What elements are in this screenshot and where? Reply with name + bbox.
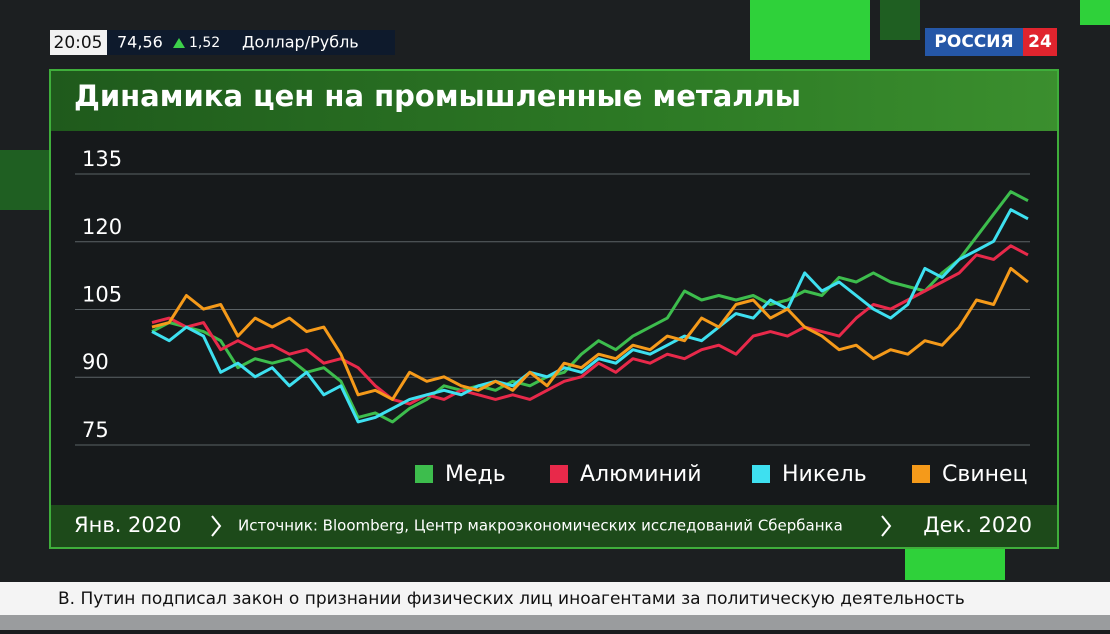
rate-box — [107, 30, 395, 55]
plot: 75 90 105 120 135 Медь Алюминий Никель Свинец — [75, 147, 1030, 487]
legend-swatch — [415, 465, 433, 483]
rate: 74,56 — [117, 33, 163, 52]
logo-name: РОССИЯ — [934, 32, 1013, 52]
y-tick-label: 75 — [82, 418, 109, 442]
decor — [750, 0, 870, 60]
ticker-base — [0, 615, 1110, 630]
logo-number-box — [1023, 28, 1057, 56]
series-line — [151, 190, 1029, 424]
ticker-bar — [0, 582, 1110, 615]
legend-label: Никель — [782, 462, 867, 487]
legend-swatch — [550, 465, 568, 483]
arrow-icon — [881, 515, 892, 537]
legend-label: Свинец — [942, 462, 1028, 487]
arrow-icon — [211, 515, 222, 537]
y-tick-label: 105 — [82, 283, 122, 307]
series-line — [151, 208, 1029, 424]
y-tick-label: 120 — [82, 215, 122, 239]
currency-pair: Доллар/Рубль — [242, 33, 359, 52]
footer-source: Источник: Bloomberg, Центр макроэкономич… — [238, 517, 843, 535]
legend-label: Алюминий — [580, 462, 702, 487]
clock: 20:05 — [54, 33, 103, 53]
decor — [0, 150, 50, 210]
decor — [880, 0, 920, 40]
ticker-text: В. Путин подписал закон о признании физи… — [58, 589, 965, 609]
clock-box — [50, 30, 107, 55]
series-line — [151, 266, 1029, 401]
legend-label: Медь — [445, 462, 506, 487]
legend-swatch — [752, 465, 770, 483]
up-icon — [173, 38, 185, 48]
y-tick-label: 90 — [82, 350, 109, 374]
chart-title: Динамика цен на промышленные металлы — [74, 79, 801, 113]
y-tick-label: 135 — [82, 147, 122, 171]
title-band — [51, 71, 1057, 131]
series-line — [151, 244, 1029, 406]
footer-end: Дек. 2020 — [923, 513, 1032, 537]
logo-name-box — [925, 28, 1023, 56]
footer-start: Янв. 2020 — [74, 513, 182, 537]
logo-number: 24 — [1028, 32, 1052, 52]
legend-swatch — [912, 465, 930, 483]
rate-change: 1,52 — [189, 35, 220, 51]
decor — [1080, 0, 1110, 25]
